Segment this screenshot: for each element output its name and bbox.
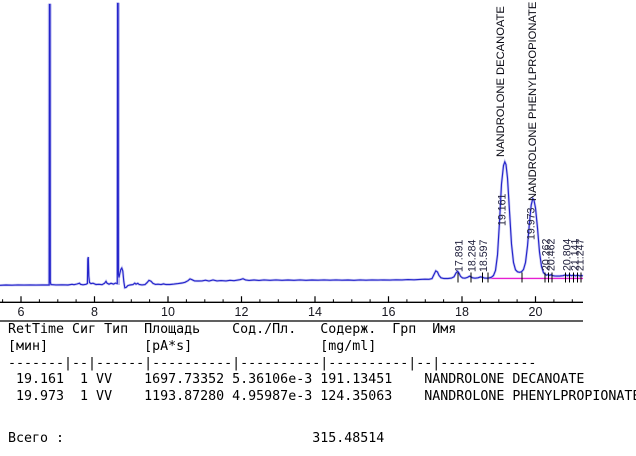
report-header-line-1: RetTime Сиг Тип Площадь Сод./Пл. Содерж.… <box>8 322 457 337</box>
rt-label: 19.161 <box>497 193 509 226</box>
x-axis-minor-ticks <box>2 299 573 303</box>
rt-label: 20.262 <box>541 238 553 271</box>
report-header-line-2: [мин] [pA*s] [mg/ml] <box>8 338 377 354</box>
report-blank-line <box>0 406 636 423</box>
x-tick-label: 10 <box>161 305 175 319</box>
x-tick-label: 6 <box>18 305 25 319</box>
report-separator-line: -------|--|------|----------|----------|… <box>8 355 537 371</box>
rt-label: 20.462 <box>546 238 558 271</box>
report-total-line: Всего : 315.48514 <box>8 430 385 446</box>
peak-name-label: NANDROLONE PHENYLPROPIONATE <box>527 2 539 201</box>
x-tick-label: 8 <box>91 305 98 319</box>
report-row-1: 19.161 1 VV 1697.73352 5.36106e-3 191.13… <box>8 372 585 388</box>
peak-marker-ticks <box>457 272 582 283</box>
chromatogram: 6 8 10 12 14 16 18 20 17.891 18.284 18.5… <box>0 2 587 322</box>
rt-label: 19.973 <box>526 207 538 240</box>
report-row-2: 19.973 1 VV 1193.87280 4.95987e-3 124.35… <box>8 389 636 405</box>
rt-label: 21.247 <box>575 238 587 271</box>
x-tick-label: 18 <box>455 305 469 319</box>
x-tick-label: 16 <box>382 305 396 319</box>
peak-name-label: NANDROLONE DECANOATE <box>495 6 507 157</box>
rt-label: 18.597 <box>478 239 490 272</box>
rt-label: 17.891 <box>454 239 466 272</box>
rt-label: 18.284 <box>467 239 479 272</box>
rt-label: 20.804 <box>562 238 574 271</box>
x-tick-label: 14 <box>308 305 322 319</box>
x-axis-major-ticks <box>20 296 537 303</box>
x-tick-label: 20 <box>529 305 543 319</box>
rt-label: 21.141 <box>570 238 582 271</box>
signal-trace <box>0 2 584 289</box>
integration-report: RetTime Сиг Тип Площадь Сод./Пл. Содерж.… <box>0 322 636 448</box>
x-tick-label: 12 <box>235 305 249 319</box>
